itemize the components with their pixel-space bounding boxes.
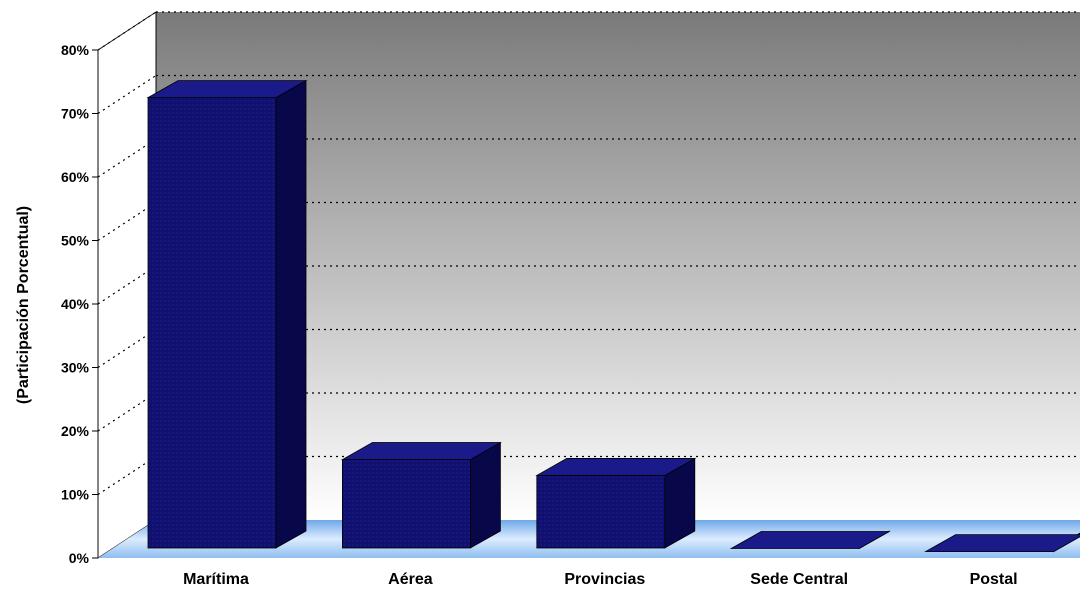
x-category-label: Sede Central	[750, 571, 848, 588]
axis-labels: 0% 10% 20% 30% 40% 50% 60% 70% 80% Marítima Aérea P…	[61, 42, 1018, 588]
bar-texture	[342, 459, 471, 548]
bar-texture	[536, 475, 665, 548]
bar-side	[469, 441, 501, 549]
side-wall	[97, 11, 157, 559]
bar-group	[729, 530, 891, 550]
x-category-label: Provincias	[564, 571, 645, 588]
y-tick-label: 50%	[61, 233, 90, 249]
x-category-label: Aérea	[388, 571, 433, 588]
y-tick-label: 80%	[61, 42, 90, 58]
bar-texture	[148, 97, 276, 548]
y-tick-label: 70%	[61, 106, 90, 122]
gridlines	[92, 11, 1080, 559]
bar-top	[924, 534, 1080, 553]
bar-group	[535, 457, 697, 549]
y-tick-label: 60%	[61, 169, 90, 185]
bar-top	[146, 80, 308, 99]
bar-top	[535, 458, 697, 476]
bar-top	[340, 442, 502, 460]
x-category-label: Marítima	[183, 571, 249, 588]
x-category-label: Postal	[970, 571, 1018, 588]
bar-group	[924, 532, 1080, 553]
y-tick-label: 30%	[61, 360, 90, 376]
bar-side	[275, 79, 307, 549]
y-tick-label: 40%	[61, 296, 90, 312]
y-tick-label: 20%	[61, 423, 90, 439]
y-axis-title: (Participación Porcentual)	[15, 206, 32, 404]
bar-top	[729, 531, 891, 549]
y-tick-label: 10%	[61, 487, 90, 503]
bar-group	[146, 79, 308, 549]
bars	[146, 79, 1080, 553]
bar-group	[340, 441, 502, 549]
y-tick-label: 0%	[69, 550, 90, 566]
